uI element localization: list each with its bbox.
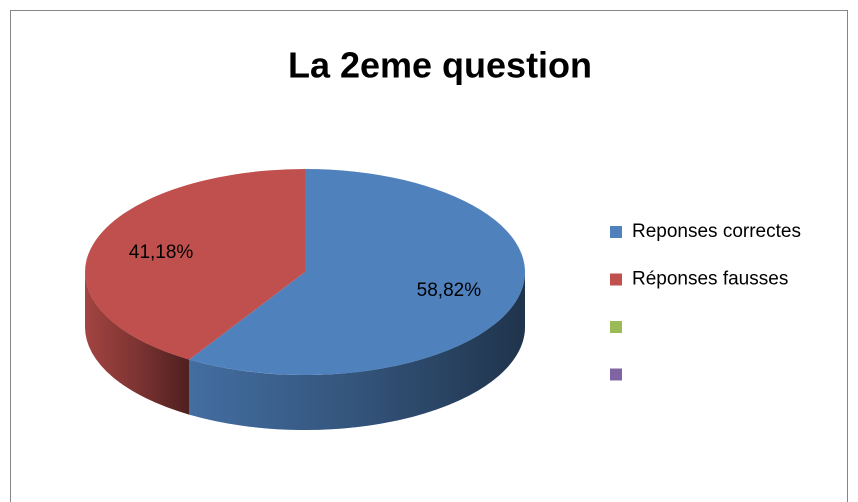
pie-side-shade — [189, 272, 525, 430]
pie-side-shade — [85, 272, 190, 415]
legend-swatch — [610, 368, 622, 381]
legend-swatch — [610, 273, 622, 286]
legend-swatch — [610, 321, 622, 333]
legend-swatch — [610, 226, 622, 238]
legend-label: Reponses correctes — [632, 221, 801, 242]
data-label: 41,18% — [129, 242, 194, 263]
legend-label: Réponses fausses — [632, 269, 788, 290]
pie-slice — [189, 169, 525, 376]
data-label: 58,82% — [417, 280, 482, 301]
chart-title: La 2eme question — [288, 45, 592, 86]
pie-slice — [85, 169, 306, 360]
